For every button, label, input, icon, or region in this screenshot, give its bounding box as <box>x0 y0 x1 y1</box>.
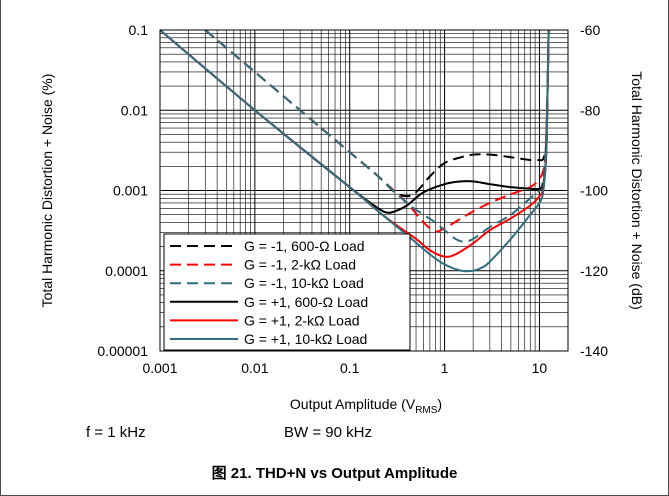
frequency-note: f = 1 kHz <box>86 424 146 441</box>
y-tick-label: 0.00001 <box>97 343 148 359</box>
series-line-6 <box>159 29 550 273</box>
y-axis-label: Total Harmonic Distortion + Noise (%) <box>39 74 55 308</box>
x-axis-label-end: ) <box>437 396 442 412</box>
legend-label-5: G = +1, 2-kΩ Load <box>244 312 360 328</box>
series-layer <box>159 29 550 273</box>
x-tick-label: 0.1 <box>340 360 360 376</box>
x-axis-label: Output Amplitude (VRMS) <box>290 396 442 416</box>
series-line-4 <box>159 29 550 214</box>
y-tick-label: 0.01 <box>121 102 148 118</box>
legend-label-2: G = -1, 2-kΩ Load <box>244 257 356 273</box>
bandwidth-note: BW = 90 kHz <box>284 424 372 441</box>
legend-label-6: G = +1, 10-kΩ Load <box>244 331 367 347</box>
y-tick-label: 0.1 <box>129 22 149 38</box>
y2-tick-label: -60 <box>580 22 600 38</box>
x-tick-label: 0.01 <box>241 360 268 376</box>
series-line-5 <box>159 29 550 258</box>
legend-label-1: G = -1, 600-Ω Load <box>244 238 365 254</box>
series-line-2 <box>204 29 550 233</box>
legend-label-3: G = -1, 10-kΩ Load <box>244 275 364 291</box>
secondary-y-axis-label: Total Harmonic Distortion + Noise (dB) <box>629 71 645 309</box>
x-tick-label: 0.001 <box>142 360 177 376</box>
y-tick-label: 0.0001 <box>105 263 148 279</box>
x-axis-label-main: Output Amplitude (V <box>290 396 416 412</box>
y2-tick-label: -140 <box>580 343 608 359</box>
y2-tick-label: -120 <box>580 263 608 279</box>
legend-label-4: G = +1, 600-Ω Load <box>244 294 368 310</box>
y2-tick-label: -100 <box>580 183 608 199</box>
y2-tick-label: -80 <box>580 102 600 118</box>
x-tick-label: 10 <box>532 360 548 376</box>
plot-border <box>159 29 569 352</box>
y-tick-label: 0.001 <box>113 183 148 199</box>
series-line-3 <box>204 29 550 243</box>
legend: G = -1, 600-Ω Load G = -1, 2-kΩ Load G = -… <box>163 233 411 351</box>
x-axis-label-subscript: RMS <box>415 405 438 416</box>
x-tick-label: 1 <box>441 360 449 376</box>
figure-caption: 图 21. THD+N vs Output Amplitude <box>211 465 458 482</box>
legend-box <box>163 233 411 351</box>
tick-labels: 0.001 0.01 0.1 1 10 0.1 0.01 0.001 0.0001 0.00001… <box>97 22 608 376</box>
